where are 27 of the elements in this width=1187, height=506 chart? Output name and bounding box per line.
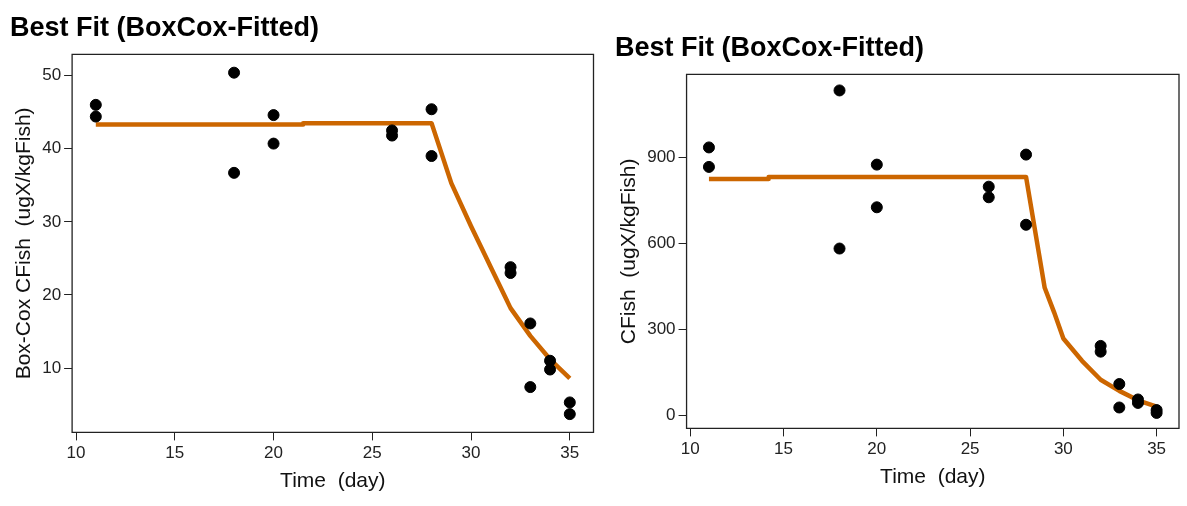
y-tick-label: 10 bbox=[42, 357, 62, 377]
y-tick-label: 300 bbox=[647, 318, 676, 338]
y-tick-label: 900 bbox=[647, 147, 676, 167]
x-tick-label: 25 bbox=[362, 443, 382, 463]
x-tick-label: 35 bbox=[1147, 439, 1167, 459]
y-tick-label: 30 bbox=[42, 211, 62, 231]
y-tick-label: 600 bbox=[647, 233, 676, 253]
x-tick-label: 30 bbox=[1053, 439, 1073, 459]
x-axis-title: Time (day) bbox=[280, 468, 386, 492]
x-axis-title: Time (day) bbox=[880, 464, 986, 488]
x-tick-label: 25 bbox=[960, 439, 980, 459]
y-axis-title: CFish (ugX/kgFish) bbox=[616, 158, 640, 345]
x-tick-label: 35 bbox=[560, 443, 580, 463]
chart-title: Best Fit (BoxCox-Fitted) bbox=[10, 11, 319, 42]
y-axis-title: Box-Cox CFish (ugX/kgFish) bbox=[11, 107, 35, 380]
y-tick-label: 40 bbox=[42, 138, 62, 158]
x-tick-label: 10 bbox=[66, 443, 86, 463]
x-tick-label: 20 bbox=[264, 443, 284, 463]
x-tick-label: 15 bbox=[165, 443, 185, 463]
y-tick-label: 0 bbox=[666, 404, 676, 424]
chart-title: Best Fit (BoxCox-Fitted) bbox=[615, 31, 924, 62]
y-tick-label: 50 bbox=[42, 65, 62, 85]
x-tick-label: 15 bbox=[774, 439, 794, 459]
y-tick-label: 20 bbox=[42, 284, 62, 304]
x-tick-label: 30 bbox=[461, 443, 481, 463]
x-tick-label: 20 bbox=[867, 439, 887, 459]
x-tick-label: 10 bbox=[680, 439, 700, 459]
